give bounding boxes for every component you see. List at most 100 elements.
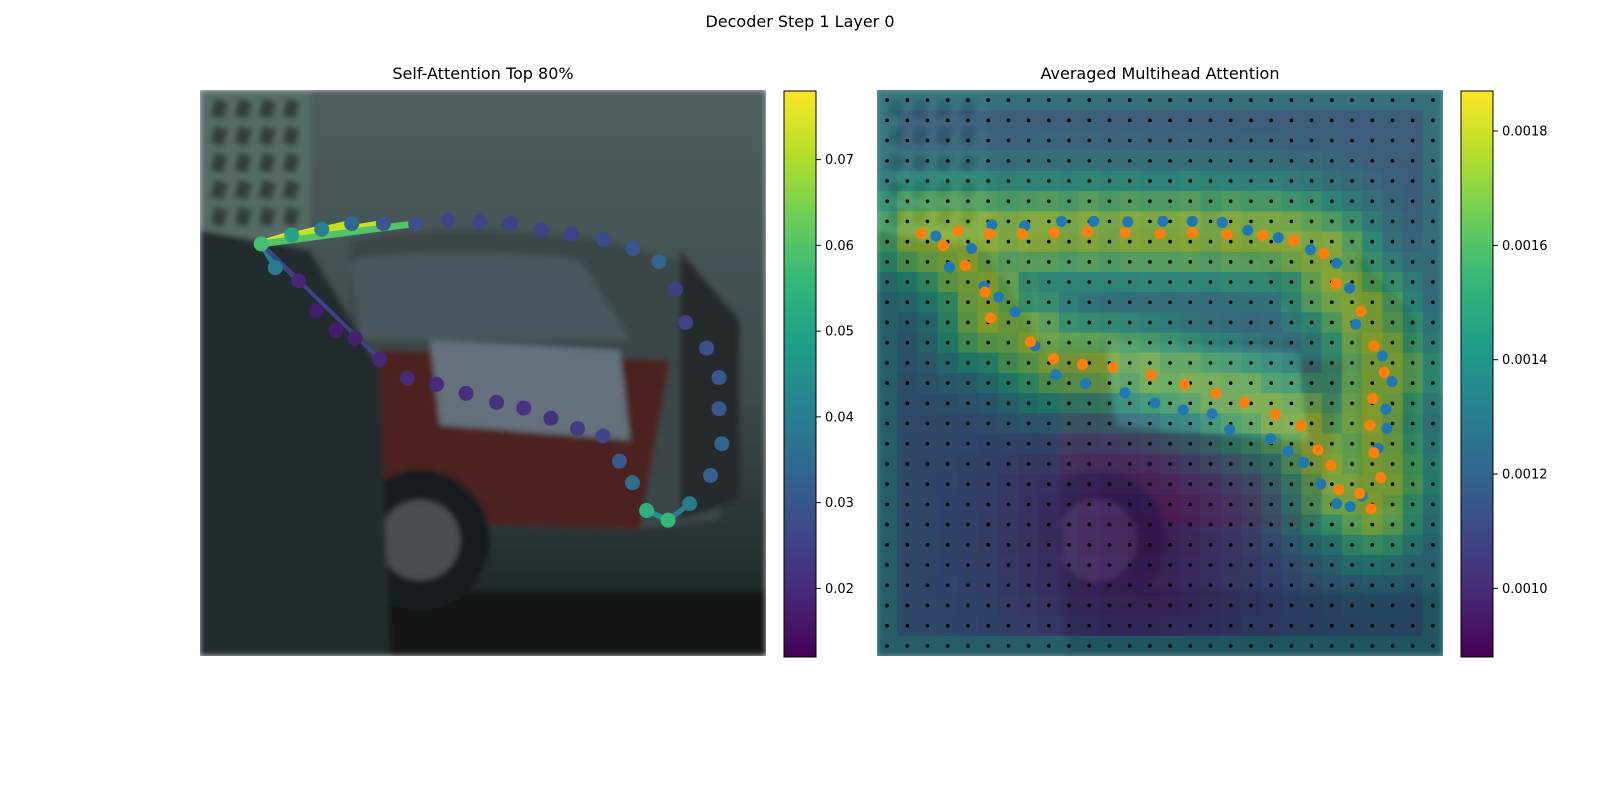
orange-point-32 xyxy=(1221,228,1233,240)
blue-point-28 xyxy=(1331,257,1343,269)
colorbar-gradient xyxy=(783,90,817,658)
blue-point-1 xyxy=(943,261,955,273)
blue-point-4 xyxy=(993,291,1005,303)
attention-point-10 xyxy=(563,226,579,242)
attention-point-7 xyxy=(472,214,488,230)
orange-point-19 xyxy=(1354,488,1366,500)
blue-point-16 xyxy=(1298,456,1310,468)
orange-point-7 xyxy=(1048,353,1060,365)
attention-point-31 xyxy=(458,385,474,401)
orange-point-39 xyxy=(984,228,996,240)
blue-point-22 xyxy=(1381,422,1393,434)
attention-point-9 xyxy=(533,222,549,238)
orange-point-29 xyxy=(1318,248,1330,260)
colorbar-gradient xyxy=(1460,90,1494,658)
attention-point-35 xyxy=(347,330,363,346)
attention-point-16 xyxy=(699,340,715,356)
attention-point-11 xyxy=(595,231,611,247)
attention-point-14 xyxy=(667,281,683,297)
attention-point-1 xyxy=(284,227,300,243)
blue-point-14 xyxy=(1264,433,1276,445)
orange-point-31 xyxy=(1256,229,1268,241)
attention-point-5 xyxy=(408,216,424,232)
blue-point-29 xyxy=(1305,244,1317,256)
orange-point-3 xyxy=(959,259,971,271)
attention-point-3 xyxy=(344,216,360,232)
blue-point-12 xyxy=(1206,408,1218,420)
blue-point-37 xyxy=(1056,215,1068,227)
orange-point-30 xyxy=(1288,235,1300,247)
attention-point-26 xyxy=(595,428,611,444)
right-axes-title: Averaged Multihead Attention xyxy=(1040,64,1280,83)
blue-point-39 xyxy=(986,219,998,231)
attention-point-33 xyxy=(399,370,415,386)
orange-point-1 xyxy=(937,240,949,252)
colorbar-tick-label-0: 0.02 xyxy=(825,582,854,597)
blue-point-23 xyxy=(1380,403,1392,415)
blue-point-7 xyxy=(1050,369,1062,381)
attention-point-13 xyxy=(651,253,667,269)
orange-point-16 xyxy=(1312,444,1324,456)
colorbar-tick-label-3: 0.0016 xyxy=(1502,239,1548,254)
orange-point-27 xyxy=(1355,305,1367,317)
attention-point-29 xyxy=(516,400,532,416)
attention-point-28 xyxy=(543,410,559,426)
orange-point-0 xyxy=(915,227,927,239)
blue-point-9 xyxy=(1119,387,1131,399)
orange-point-11 xyxy=(1178,378,1190,390)
blue-point-32 xyxy=(1216,216,1228,228)
blue-point-15 xyxy=(1282,445,1294,457)
colorbar-tick-label-0: 0.0010 xyxy=(1502,582,1548,597)
orange-point-34 xyxy=(1154,228,1166,240)
blue-point-13 xyxy=(1224,424,1236,436)
orange-point-25 xyxy=(1378,366,1390,378)
attention-point-30 xyxy=(489,394,505,410)
blue-point-2 xyxy=(966,242,978,254)
attention-point-4 xyxy=(375,216,391,232)
colorbar-tick-label-1: 0.03 xyxy=(825,496,854,511)
attention-point-12 xyxy=(625,240,641,256)
blue-point-18 xyxy=(1331,498,1343,510)
colorbar-tick-label-4: 0.06 xyxy=(825,239,854,254)
orange-point-15 xyxy=(1295,420,1307,432)
orange-point-6 xyxy=(1024,336,1036,348)
attention-point-38 xyxy=(290,273,306,289)
attention-point-15 xyxy=(678,315,694,331)
blue-point-35 xyxy=(1122,216,1134,228)
orange-point-9 xyxy=(1107,361,1119,373)
multihead-attention-plot xyxy=(877,90,1443,656)
blue-point-34 xyxy=(1157,215,1169,227)
blue-point-33 xyxy=(1186,215,1198,227)
attention-point-17 xyxy=(711,370,727,386)
orange-point-28 xyxy=(1330,278,1342,290)
multihead-attention-panel xyxy=(877,90,1443,656)
attention-point-23 xyxy=(639,503,655,519)
orange-point-18 xyxy=(1333,484,1345,496)
attention-point-27 xyxy=(570,420,586,436)
blue-point-19 xyxy=(1344,501,1356,513)
orange-point-5 xyxy=(985,312,997,324)
orange-point-14 xyxy=(1269,408,1281,420)
blue-point-5 xyxy=(1009,306,1021,318)
colorbar-tick-label-2: 0.0014 xyxy=(1502,353,1548,368)
blue-point-26 xyxy=(1350,318,1362,330)
self-attention-panel xyxy=(200,90,766,656)
blue-point-31 xyxy=(1242,224,1254,236)
left-axes-title: Self-Attention Top 80% xyxy=(392,64,574,83)
attention-heatmap xyxy=(877,90,1443,656)
left-colorbar: 0.02 0.03 0.04 0.05 0.06 0.07 xyxy=(783,90,854,658)
blue-point-8 xyxy=(1079,378,1091,390)
orange-point-20 xyxy=(1365,503,1377,515)
attention-point-18 xyxy=(711,401,727,417)
attention-point-0 xyxy=(253,236,269,252)
attention-point-24 xyxy=(624,475,640,491)
blue-point-10 xyxy=(1149,397,1161,409)
blue-point-11 xyxy=(1177,404,1189,416)
colorbar-tick-label-1: 0.0012 xyxy=(1502,468,1548,483)
photo-dim xyxy=(200,90,766,656)
orange-point-35 xyxy=(1119,227,1131,239)
right-colorbar: 0.0010 0.0012 0.0014 0.0016 0.0018 xyxy=(1460,90,1548,658)
orange-point-24 xyxy=(1367,392,1379,404)
orange-point-10 xyxy=(1145,369,1157,381)
blue-point-17 xyxy=(1315,478,1327,490)
